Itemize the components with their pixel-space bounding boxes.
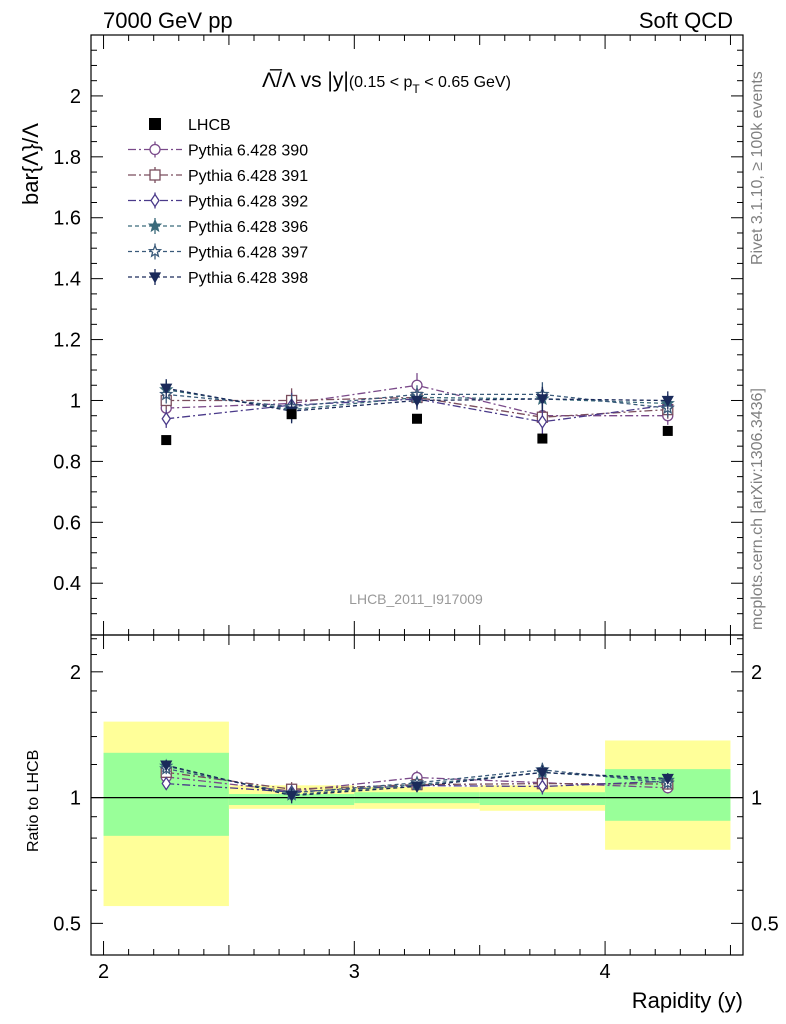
axes-layer: 0.4 0.6 0.8 1 1.2 1.4 1.6 1.8 2 0.5 0.5 1 1 2 2 2 3 4 <box>53 34 779 983</box>
ratio-y-tick-label-right: 1 <box>751 788 762 810</box>
plot-title: Λ̅/Λ vs |y|(0.15 < pT < 0.65 GeV) <box>262 69 511 96</box>
category-label: Soft QCD <box>639 8 733 33</box>
lhcb-data-point <box>161 435 172 446</box>
main-series-layer <box>159 373 675 434</box>
plot-title-pt-close: < 0.65 GeV) <box>420 74 511 91</box>
main-y-tick-label: 1.2 <box>53 330 81 352</box>
ratio-y-tick-label-right: 2 <box>751 662 762 684</box>
main-y-tick-label: 0.6 <box>53 512 81 534</box>
legend: LHCB Pythia 6.428 390 Pythia 6.428 391 Pyth… <box>128 117 308 287</box>
x-tick-label: 2 <box>98 961 109 983</box>
main-y-tick-label: 0.8 <box>53 451 81 473</box>
legend-pythia-6-428-398-label: Pythia 6.428 398 <box>188 270 308 287</box>
legend-pythia-6-428-398-marker <box>148 272 162 284</box>
ratio-y-tick-label: 2 <box>70 662 81 684</box>
legend-pythia-6-428-397-marker <box>147 244 163 258</box>
main-y-tick-label: 0.4 <box>53 573 81 595</box>
ratio-uncertainty-bands <box>91 721 743 907</box>
series-pythia-6-428-392-ratio-point <box>537 779 548 794</box>
ratio-y-tick-label: 1 <box>70 788 81 810</box>
y-axis-label: bar{Λ}/Λ <box>18 123 43 205</box>
ratio-y-tick-label-right: 0.5 <box>751 913 779 935</box>
data-points-layer <box>161 409 673 446</box>
legend-pythia-6-428-390-marker <box>149 143 161 156</box>
legend-pythia-6-428-396-marker <box>147 218 163 233</box>
series-pythia-6-428-398-ratio-point <box>536 767 549 779</box>
lhcb-data-point <box>286 409 297 420</box>
ratio-y-tick-label: 0.5 <box>53 913 81 935</box>
lhcb-data-point <box>537 433 548 444</box>
x-tick-label: 3 <box>349 961 360 983</box>
series-pythia-6-428-398-ratio-point <box>410 781 424 793</box>
main-y-tick-label: 1.6 <box>53 208 81 230</box>
series-pythia-6-428-392-point <box>537 414 548 429</box>
series-pythia-6-428-398-ratio-point <box>160 760 173 772</box>
series-pythia-6-428-398-point <box>160 383 173 395</box>
main-y-tick-label: 1.4 <box>53 269 81 291</box>
legend-pythia-6-428-396-label: Pythia 6.428 396 <box>188 219 308 236</box>
main-y-tick-label: 2 <box>70 86 81 108</box>
ratio-series-layer <box>159 758 675 804</box>
series-pythia-6-428-398-ratio-point <box>285 791 298 803</box>
mcplots-label: mcplots.cern.ch [arXiv:1306.3436] <box>749 388 766 630</box>
legend-pythia-6-428-392-marker <box>150 193 160 208</box>
analysis-watermark: LHCB_2011_I917009 <box>349 591 483 607</box>
x-axis-label: Rapidity (y) <box>632 988 743 1013</box>
legend-pythia-6-428-397-label: Pythia 6.428 397 <box>188 245 308 262</box>
legend-lhcb-marker <box>149 118 161 130</box>
legend-pythia-6-428-392-label: Pythia 6.428 392 <box>188 194 308 211</box>
series-pythia-6-428-392-point <box>161 411 172 426</box>
main-y-tick-label: 1.8 <box>53 147 81 169</box>
energy-label: 7000 GeV pp <box>103 8 233 33</box>
lhcb-data-point <box>412 413 422 424</box>
series-pythia-6-428-391-line <box>166 396 668 418</box>
series-pythia-6-428-398-point <box>536 394 549 406</box>
ratio-axis-label: Ratio to LHCB <box>25 750 42 852</box>
series-pythia-6-428-398-point <box>661 395 674 407</box>
legend-pythia-6-428-390-label: Pythia 6.428 390 <box>188 143 308 160</box>
x-tick-label: 4 <box>600 961 611 983</box>
series-pythia-6-428-398-ratio-point <box>661 773 674 785</box>
series-pythia-6-428-398-point <box>410 395 424 407</box>
plot-title-pt-open: (0.15 < p <box>349 74 413 91</box>
legend-pythia-6-428-391-marker <box>149 169 161 181</box>
legend-lhcb-label: LHCB <box>188 117 231 134</box>
ratio-band-inner <box>479 792 606 806</box>
rivet-label: Rivet 3.1.10, ≥ 100k events <box>749 71 766 265</box>
main-y-tick-label: 1 <box>70 390 81 412</box>
series-pythia-6-428-392-ratio-point <box>161 776 172 791</box>
legend-pythia-6-428-391-label: Pythia 6.428 391 <box>188 168 308 185</box>
lhcb-data-point <box>662 425 673 436</box>
ratio-frame <box>90 634 744 956</box>
plot-title-main: Λ̅/Λ vs |y| <box>262 69 349 92</box>
plot-title-pt-sub: T <box>412 82 420 96</box>
